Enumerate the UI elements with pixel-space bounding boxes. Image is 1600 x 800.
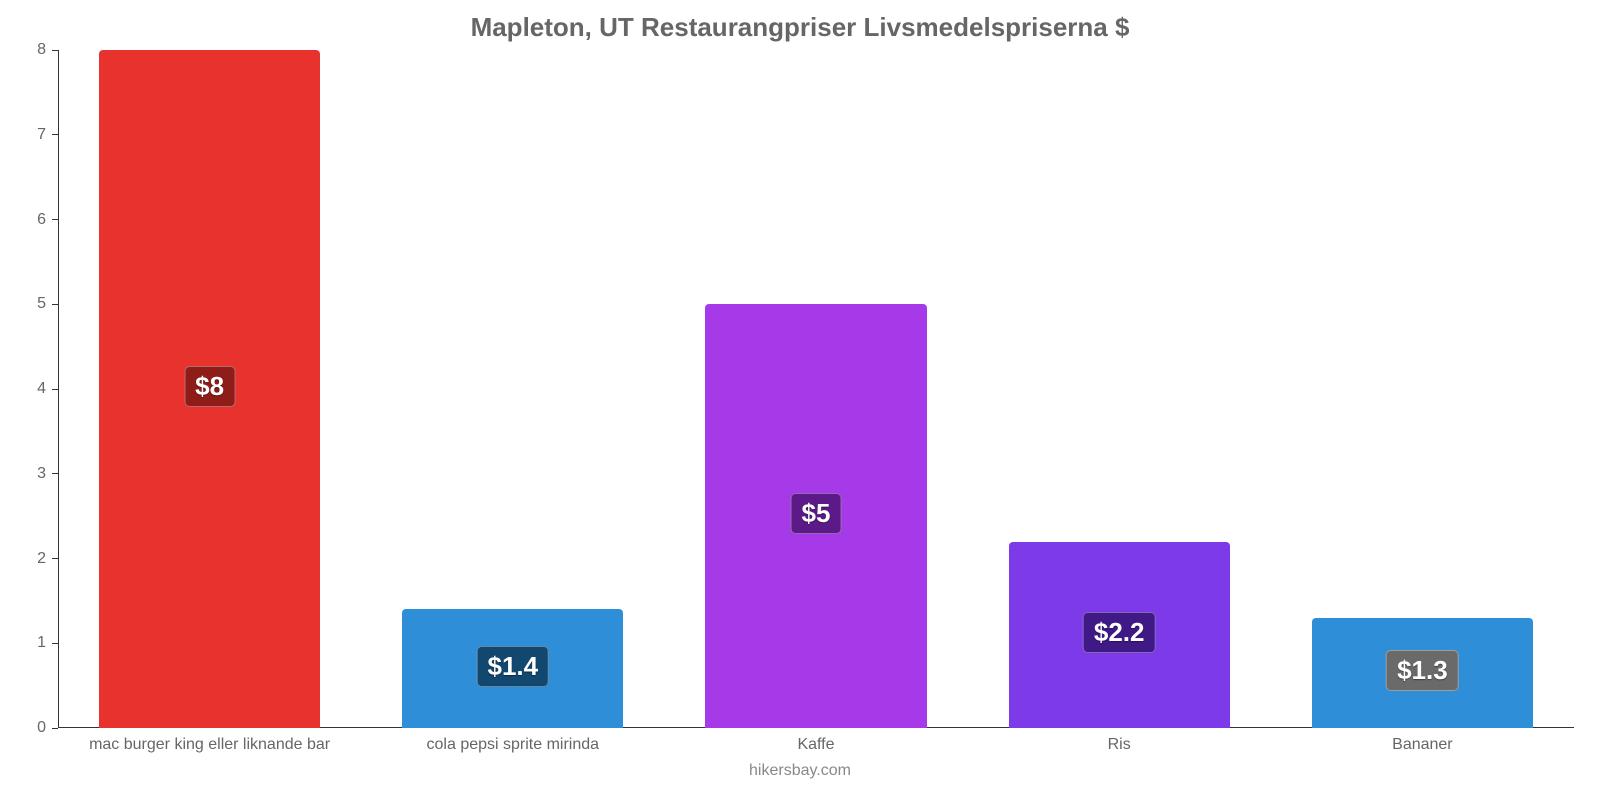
y-tick-label: 4 [6,380,46,398]
value-badge: $2.2 [1083,612,1156,653]
y-tick [52,304,58,305]
y-axis [58,50,59,728]
y-tick [52,219,58,220]
y-tick [52,389,58,390]
y-tick-label: 7 [6,126,46,144]
y-tick-label: 2 [6,550,46,568]
y-tick [52,134,58,135]
y-tick [52,728,58,729]
x-tick-label: mac burger king eller liknande bar [58,736,361,754]
x-tick-label: cola pepsi sprite mirinda [361,736,664,754]
x-tick-label: Bananer [1271,736,1574,754]
value-badge: $1.3 [1386,650,1459,691]
y-tick-label: 0 [6,719,46,737]
y-tick-label: 1 [6,634,46,652]
value-badge: $8 [184,366,235,407]
x-tick-label: Kaffe [664,736,967,754]
y-tick-label: 5 [6,295,46,313]
x-tick-label: Ris [968,736,1271,754]
y-tick-label: 8 [6,41,46,59]
price-bar-chart: Mapleton, UT Restaurangpriser Livsmedels… [0,0,1600,800]
y-tick [52,558,58,559]
y-tick [52,643,58,644]
y-tick-label: 3 [6,465,46,483]
chart-title: Mapleton, UT Restaurangpriser Livsmedels… [0,0,1600,43]
plot-area: 012345678$8mac burger king eller liknand… [58,50,1574,728]
value-badge: $1.4 [476,646,549,687]
attribution-text: hikersbay.com [0,762,1600,780]
value-badge: $5 [791,493,842,534]
y-tick [52,50,58,51]
y-tick-label: 6 [6,211,46,229]
y-tick [52,473,58,474]
